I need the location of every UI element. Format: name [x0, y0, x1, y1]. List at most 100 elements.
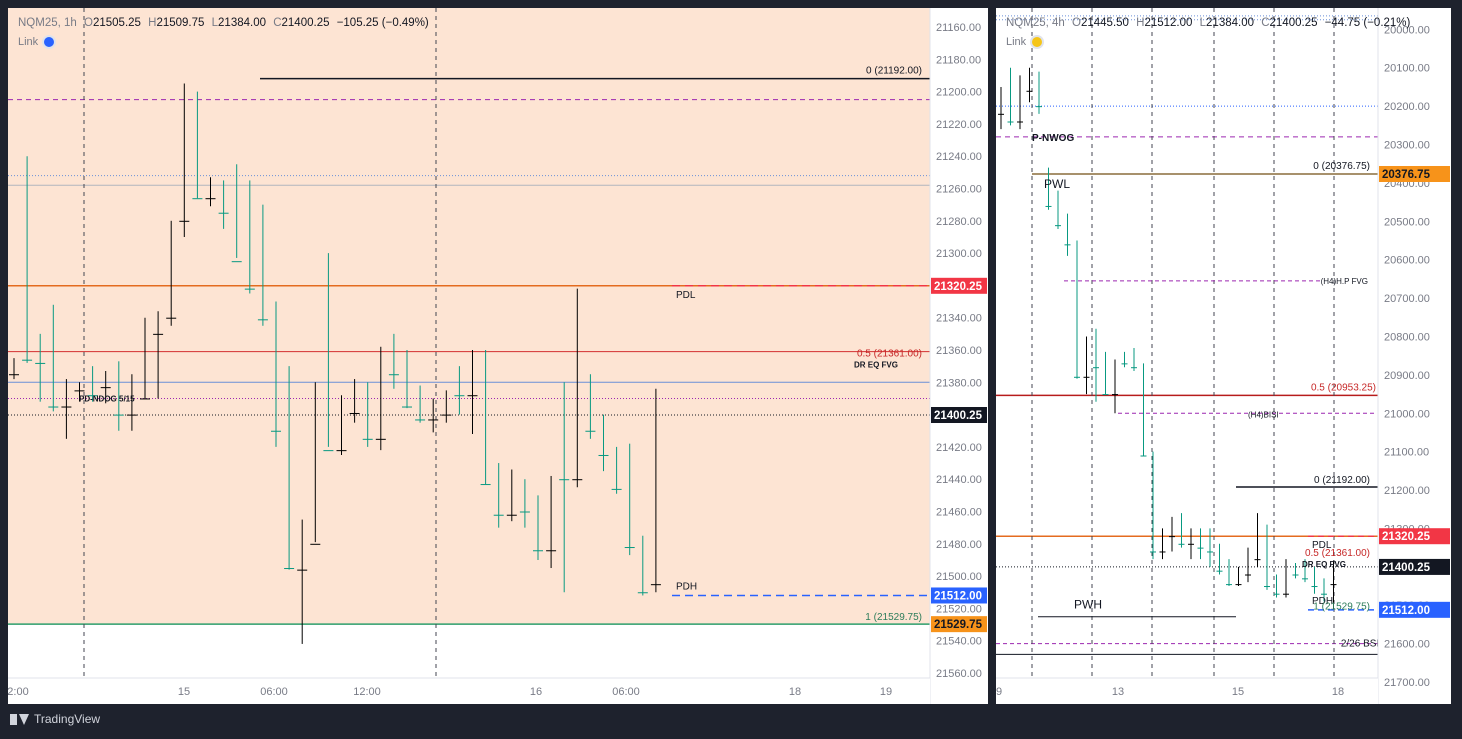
tradingview-logo-icon	[10, 713, 29, 725]
fib-zero-label: 0 (21192.00)	[866, 66, 922, 77]
time-tick-label: 13	[1112, 686, 1124, 698]
candle-body	[1102, 394, 1109, 396]
pdl-label: PDL	[1312, 540, 1332, 551]
candle-body	[1055, 225, 1061, 227]
time-tick-label: 9	[996, 686, 1002, 698]
price-badge-label: 21400.25	[934, 410, 983, 422]
right-high: 21512.00	[1144, 17, 1193, 29]
ndog-label: PD-NDOG 5/15	[79, 394, 135, 403]
candle-body	[349, 412, 360, 414]
candle-body	[402, 406, 412, 408]
time-tick-label: 06:00	[260, 686, 288, 698]
right-chart-pane[interactable]: 2/26 BSL PWH PDH 1 (21529.75) 0.5 (21361.00)…	[996, 8, 1451, 704]
candle-body	[1026, 90, 1033, 92]
premium-zone	[8, 8, 930, 625]
price-tick-label: 21160.00	[936, 22, 981, 34]
candle-body	[271, 430, 281, 432]
price-badge-label: 21320.25	[934, 281, 983, 293]
candle-body	[1254, 559, 1261, 561]
price-badge-label: 20376.75	[1382, 169, 1431, 181]
candle-body	[1264, 586, 1270, 588]
candle-body	[284, 568, 295, 570]
price-tick-label: 21700.00	[1384, 677, 1430, 689]
candle-body	[323, 450, 334, 452]
right-link-toggle[interactable]: Link	[1006, 35, 1045, 49]
price-tick-label: 21280.00	[936, 216, 982, 228]
left-link-toggle[interactable]: Link	[18, 35, 57, 49]
candle-body	[998, 113, 1004, 115]
price-tick-label: 21560.00	[936, 668, 982, 680]
price-tick-label: 20800.00	[1384, 331, 1430, 343]
candle-body	[126, 414, 137, 416]
candle-body	[624, 547, 635, 549]
candle-body	[611, 488, 622, 490]
candle-body	[74, 390, 85, 392]
candle-body	[1083, 376, 1090, 378]
price-tick-label: 21520.00	[936, 603, 982, 615]
candle-body	[1235, 584, 1242, 586]
price-badge-label: 21320.25	[1382, 531, 1431, 543]
left-open: 21505.25	[92, 17, 141, 29]
candle-body	[1045, 205, 1052, 207]
candle-body	[310, 543, 321, 545]
candle-body	[140, 398, 150, 400]
left-change: −105.25 (−0.49%)	[336, 17, 429, 29]
right-link-label: Link	[1006, 36, 1027, 48]
left-close: 21400.25	[281, 17, 330, 29]
price-tick-label: 21220.00	[936, 119, 982, 131]
candle-body	[637, 592, 648, 594]
time-tick-label: 2:00	[8, 686, 29, 698]
right-symbol[interactable]: NQM25, 4h	[1006, 17, 1065, 29]
candle-body	[336, 450, 347, 452]
candle-body	[1197, 547, 1204, 549]
time-tick-label: 06:00	[612, 686, 640, 698]
price-badge	[931, 616, 987, 633]
price-tick-label: 20500.00	[1384, 216, 1430, 228]
candle-body	[257, 319, 268, 321]
pdh-label: PDH	[676, 581, 697, 592]
price-tick-label: 21480.00	[936, 539, 982, 551]
left-chart-header: NQM25, 1h O21505.25 H21509.75 L21384.00 …	[18, 17, 429, 29]
price-tick-label: 21420.00	[936, 442, 982, 454]
time-tick-label: 19	[880, 686, 892, 698]
price-tick-label: 20000.00	[1384, 24, 1430, 36]
time-axis	[8, 678, 930, 704]
candle-body	[1292, 574, 1299, 576]
time-tick-label: 15	[178, 686, 190, 698]
candle-body	[179, 220, 190, 222]
brand-footer[interactable]: TradingView	[10, 712, 100, 726]
candle-body	[1188, 543, 1194, 545]
price-tick-label: 21180.00	[936, 54, 981, 66]
candle-body	[1121, 363, 1128, 365]
candle-body	[559, 479, 570, 481]
time-tick-label: 16	[530, 686, 542, 698]
candle-body	[428, 419, 439, 421]
candle-body	[388, 374, 399, 376]
price-axis	[1378, 8, 1451, 704]
left-chart-canvas[interactable]: 1 (21529.75) 0 (21192.00) 0.5 (21361.00)DR…	[8, 8, 988, 704]
candle-body	[650, 584, 661, 586]
brand-name: TradingView	[34, 712, 101, 726]
candle-body	[1159, 551, 1166, 553]
candle-body	[375, 438, 386, 440]
candle-body	[48, 406, 59, 408]
price-badge	[1379, 165, 1450, 182]
left-chart-pane[interactable]: 1 (21529.75) 0 (21192.00) 0.5 (21361.00) DR…	[8, 8, 988, 704]
price-tick-label: 21240.00	[936, 151, 982, 163]
fib-mid-label: 0.5 (21361.00)	[1305, 548, 1370, 559]
time-tick-label: 15	[1232, 686, 1244, 698]
price-tick-label: 21500.00	[936, 571, 982, 583]
pnwog-label: P-NWOG	[1032, 133, 1074, 144]
candle-body	[441, 414, 452, 416]
price-tick-label: 21000.00	[1384, 408, 1430, 420]
fib-one-label: 1 (21529.75)	[1313, 602, 1370, 613]
candle-body	[533, 550, 543, 552]
bisi-mid-label: 0.5 (20953.25)	[1311, 382, 1376, 393]
left-symbol[interactable]: NQM25, 1h	[18, 17, 77, 29]
candle-body	[1226, 584, 1232, 586]
candle-body	[166, 317, 177, 319]
candle-body	[113, 414, 124, 416]
bisi-label: (H4)BISI	[1248, 410, 1279, 419]
bsl-label: 2/26 BSL	[1341, 638, 1383, 649]
